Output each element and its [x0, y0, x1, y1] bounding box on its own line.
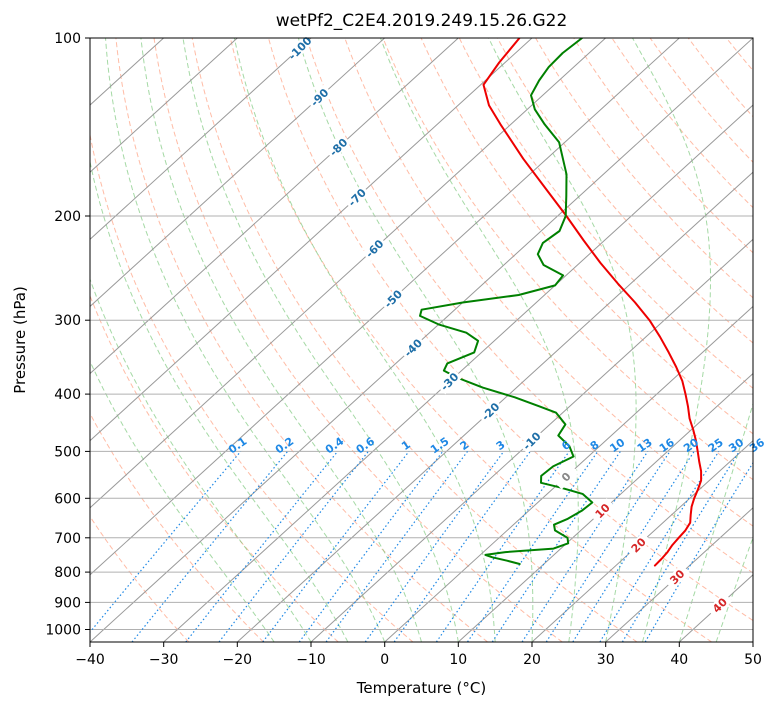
- dry-adiabat-line: [496, 38, 753, 344]
- isotherm-line: [90, 38, 312, 241]
- y-tick-label: 100: [54, 31, 81, 47]
- dry-adiabat-line: [420, 38, 753, 435]
- isotherm-label-background: [344, 184, 370, 211]
- x-tick-label: 10: [449, 652, 467, 668]
- isotherm-label-background: [306, 84, 333, 111]
- isotherm-label-background: [325, 134, 352, 160]
- chart-title: wetPf2_C2E4.2019.249.15.26.G22: [276, 11, 568, 31]
- isotherm-label-background: [287, 35, 313, 61]
- dry-adiabat-line: [90, 412, 264, 642]
- isotherm-line: [90, 38, 239, 173]
- isotherm-label-background: [553, 464, 579, 490]
- plot-frame: [89, 37, 754, 643]
- isotherm-line: [90, 38, 386, 308]
- mixing-ratio-line: [621, 451, 740, 642]
- moist-adiabat-line: [140, 38, 422, 642]
- mixing-ratio-line: [466, 451, 599, 642]
- x-axis-title: Temperature (°C): [356, 679, 486, 697]
- mixing-ratio-line: [572, 451, 695, 642]
- isotherm-line: [457, 372, 753, 642]
- mixing-ratio-line: [521, 451, 649, 642]
- isotherm-line: [90, 38, 607, 509]
- x-tick-label: −20: [223, 652, 253, 668]
- y-tick-label: 500: [54, 444, 81, 460]
- moist-adiabat-line: [632, 38, 711, 642]
- x-tick-label: 20: [523, 652, 541, 668]
- isotherm-line: [384, 305, 753, 642]
- mixing-ratio-line: [545, 451, 671, 642]
- mixing-ratio-line: [599, 451, 720, 642]
- isotherm-label-background: [400, 335, 426, 361]
- y-tick-label: 1000: [45, 623, 81, 639]
- mixing-ratio-line: [393, 451, 531, 642]
- isotherm-label-background: [589, 498, 616, 524]
- isotherm-label-background: [518, 428, 545, 454]
- dry-adiabat-line: [229, 38, 712, 642]
- x-tick-label: −30: [149, 652, 179, 668]
- x-tick-label: −10: [296, 652, 326, 668]
- x-tick-label: 30: [597, 652, 615, 668]
- y-tick-label: 700: [54, 531, 81, 547]
- mixing-ratio-line: [90, 451, 242, 633]
- moist-adiabat-line: [678, 402, 753, 642]
- moist-adiabat-line: [90, 159, 349, 642]
- mixing-ratio-line: [491, 451, 621, 642]
- isotherm-line: [163, 104, 753, 642]
- dry-adiabat-line: [90, 515, 190, 642]
- mixing-ratio-line: [185, 451, 339, 642]
- mixing-ratio-line: [262, 451, 410, 642]
- isotherm-line: [310, 238, 753, 642]
- y-axis-title: Pressure (hPa): [11, 286, 29, 394]
- mixing-ratio-line: [364, 451, 505, 642]
- dry-adiabat-line: [153, 38, 563, 642]
- x-tick-label: 50: [744, 652, 762, 668]
- x-tick-label: 40: [670, 652, 688, 668]
- y-tick-label: 800: [54, 565, 81, 581]
- mixing-ratio-line: [131, 451, 289, 642]
- y-tick-label: 200: [54, 209, 81, 225]
- y-tick-label: 900: [54, 595, 81, 611]
- isotherm-line: [236, 171, 753, 642]
- mixing-ratio-line: [325, 451, 468, 642]
- moist-adiabat-line: [90, 360, 275, 642]
- mixing-ratio-line: [435, 451, 570, 642]
- y-tick-label: 400: [54, 387, 81, 403]
- mixing-ratio-line: [298, 451, 444, 642]
- isotherm-label-background: [664, 564, 690, 590]
- isotherm-label-background: [477, 398, 504, 425]
- isotherm-line: [90, 38, 681, 576]
- moist-adiabat-line: [380, 38, 579, 642]
- isotherm-label-background: [436, 368, 463, 395]
- x-tick-label: −40: [75, 652, 105, 668]
- y-tick-label: 600: [54, 491, 81, 507]
- isotherm-label-background: [361, 235, 388, 262]
- moist-adiabat-line: [297, 38, 534, 642]
- y-tick-label: 300: [54, 313, 81, 329]
- isotherm-line: [90, 38, 460, 375]
- isotherm-label-background: [380, 286, 406, 312]
- dry-adiabat-line: [306, 38, 753, 574]
- isotherm-label-background: [706, 592, 733, 618]
- moist-adiabat-line: [233, 38, 496, 642]
- moist-adiabat-line: [182, 38, 459, 642]
- dry-adiabat-line: [191, 38, 638, 642]
- axes: −40 −30 −20 −10 0 10 20 30 40 50 100 200 300 400 500 60…: [45, 31, 762, 668]
- isotherm-line: [90, 38, 533, 442]
- dry-adiabat-line: [115, 38, 488, 642]
- isotherm-line: [605, 507, 753, 642]
- x-tick-label: 0: [380, 652, 389, 668]
- background-lines: [90, 38, 753, 642]
- isotherm-line: [90, 38, 753, 642]
- temperature-line: [482, 38, 703, 567]
- isotherm-label-background: [625, 532, 652, 558]
